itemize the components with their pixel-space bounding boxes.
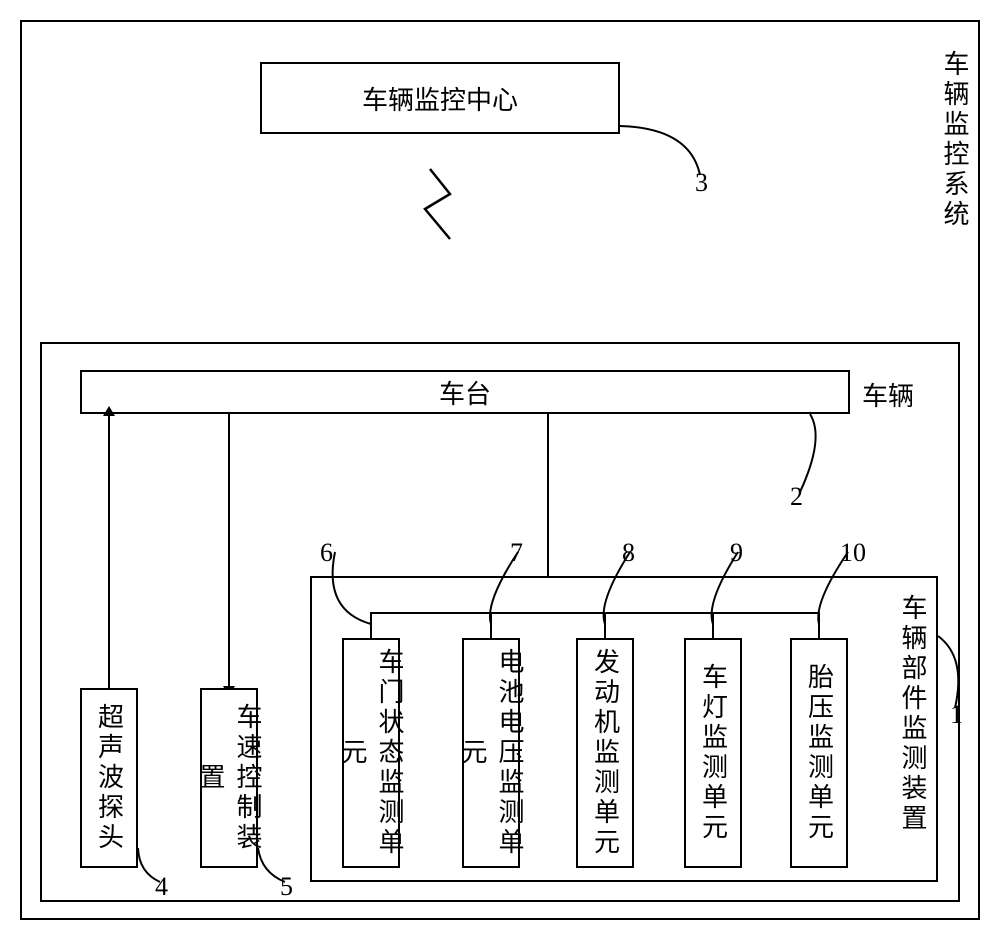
leaders	[0, 0, 1000, 939]
diagram-canvas: 车辆监控系统 车辆监控中心 车辆 车台 超声波探头 车速控制装置 车辆部件监测装…	[0, 0, 1000, 939]
